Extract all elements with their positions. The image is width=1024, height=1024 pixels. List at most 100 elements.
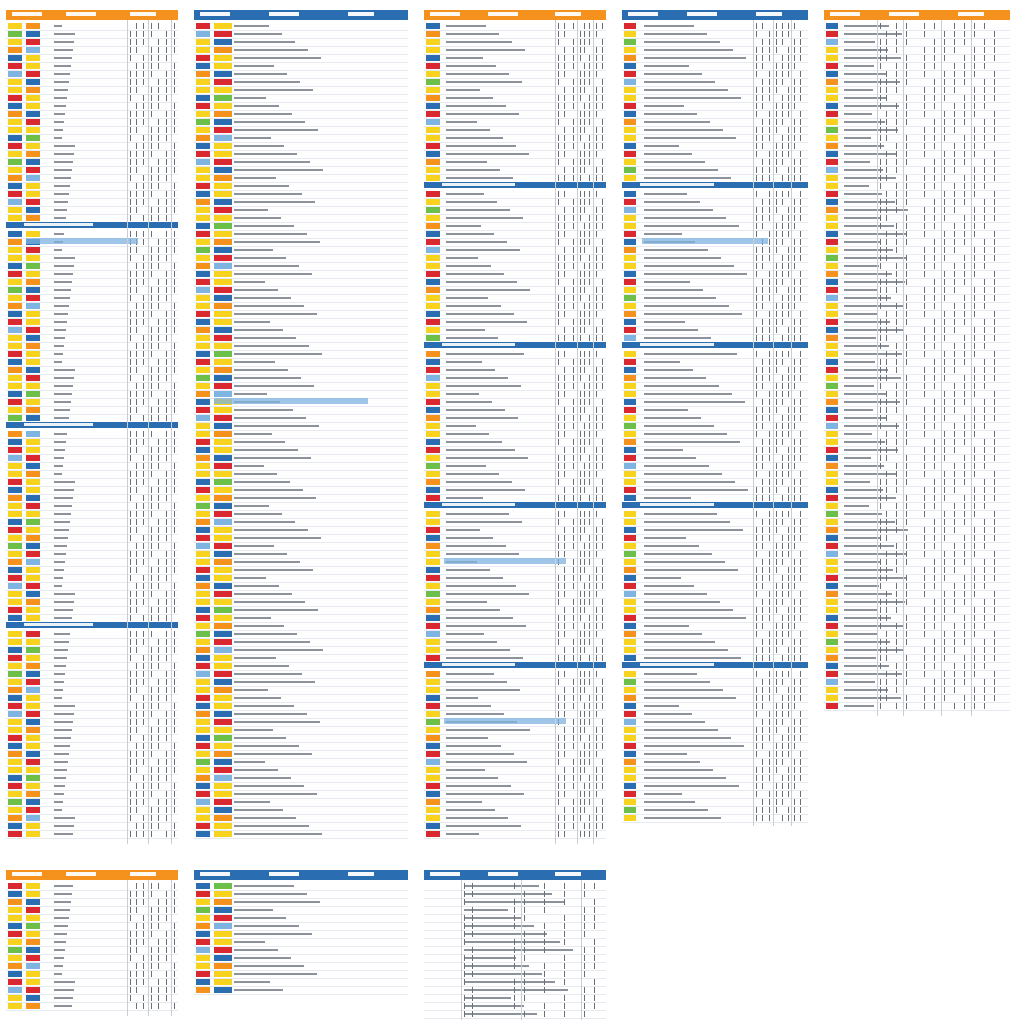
value-tick xyxy=(794,207,795,213)
row-text-block xyxy=(54,545,67,547)
value-tick xyxy=(964,375,965,381)
value-tick xyxy=(924,167,925,173)
row-text-block xyxy=(844,137,871,139)
value-tick xyxy=(794,279,795,285)
row-text-block xyxy=(234,313,317,315)
value-tick xyxy=(573,479,574,485)
value-tick xyxy=(906,591,907,597)
value-tick xyxy=(984,599,985,605)
value-tick xyxy=(776,687,777,693)
category-swatch xyxy=(826,23,838,29)
value-tick xyxy=(573,135,574,141)
category-swatch xyxy=(624,583,636,589)
category-swatch xyxy=(26,127,40,133)
value-tick xyxy=(564,287,565,293)
value-tick xyxy=(564,135,565,141)
row-text-block xyxy=(844,617,891,619)
category-swatch xyxy=(26,143,40,149)
table-row xyxy=(622,294,808,303)
value-tick xyxy=(782,431,783,437)
value-tick xyxy=(906,575,907,581)
value-tick xyxy=(602,535,603,541)
category-swatch xyxy=(8,671,22,677)
value-tick xyxy=(130,447,131,453)
table-row xyxy=(6,374,178,383)
category-swatch xyxy=(26,367,40,373)
value-tick xyxy=(584,391,585,397)
value-tick xyxy=(788,327,789,333)
table-row xyxy=(6,694,178,703)
value-tick xyxy=(158,207,159,213)
value-tick xyxy=(756,143,757,149)
value-tick xyxy=(580,599,581,605)
value-tick xyxy=(776,327,777,333)
value-tick xyxy=(896,79,897,85)
table-row xyxy=(194,134,408,143)
value-tick xyxy=(584,599,585,605)
value-tick xyxy=(782,423,783,429)
value-tick xyxy=(924,487,925,493)
row-text-block xyxy=(446,801,482,803)
value-tick xyxy=(924,223,925,229)
value-tick xyxy=(924,87,925,93)
category-swatch xyxy=(196,687,210,693)
value-tick xyxy=(130,119,131,125)
table-row xyxy=(824,318,1010,327)
value-tick xyxy=(143,455,144,461)
table-row xyxy=(194,542,408,551)
row-text-block xyxy=(844,433,872,435)
section-header-bar xyxy=(622,342,808,348)
value-tick xyxy=(788,431,789,437)
table-row xyxy=(424,742,606,751)
category-swatch xyxy=(624,255,636,261)
row-text-block xyxy=(234,689,268,691)
category-swatch xyxy=(426,767,440,773)
value-tick xyxy=(174,471,175,477)
value-tick xyxy=(886,575,887,581)
category-swatch xyxy=(426,535,440,541)
row-text-block xyxy=(54,593,75,595)
value-tick xyxy=(769,159,770,165)
table-row xyxy=(6,662,178,671)
value-tick xyxy=(151,631,152,637)
value-tick xyxy=(984,223,985,229)
category-swatch xyxy=(26,295,40,301)
value-tick xyxy=(974,463,975,469)
value-tick xyxy=(788,63,789,69)
value-tick xyxy=(589,575,590,581)
value-tick xyxy=(782,703,783,709)
value-tick xyxy=(944,119,945,125)
value-tick xyxy=(573,303,574,309)
value-tick xyxy=(558,471,559,477)
value-tick xyxy=(964,359,965,365)
value-tick xyxy=(924,575,925,581)
value-tick xyxy=(896,407,897,413)
value-tick xyxy=(769,391,770,397)
value-tick xyxy=(158,695,159,701)
value-tick xyxy=(954,39,955,45)
table-row xyxy=(6,46,178,55)
category-swatch xyxy=(196,231,210,237)
row-text-block xyxy=(234,721,320,723)
value-tick xyxy=(143,231,144,237)
row-text-block xyxy=(446,817,508,819)
table-row xyxy=(824,454,1010,463)
value-tick xyxy=(880,343,881,349)
category-swatch xyxy=(426,695,440,701)
category-swatch xyxy=(196,167,210,173)
value-tick xyxy=(782,519,783,525)
value-tick xyxy=(782,735,783,741)
table-row xyxy=(194,702,408,711)
row-text-block xyxy=(234,561,300,563)
table-row xyxy=(424,606,606,615)
value-tick xyxy=(794,519,795,525)
value-tick xyxy=(580,775,581,781)
table-row xyxy=(622,758,808,767)
table-row xyxy=(194,774,408,783)
row-text-block xyxy=(234,265,299,267)
table-row xyxy=(194,558,408,567)
value-tick xyxy=(589,535,590,541)
value-tick xyxy=(794,247,795,253)
value-tick xyxy=(924,23,925,29)
header-label-block xyxy=(830,12,860,16)
